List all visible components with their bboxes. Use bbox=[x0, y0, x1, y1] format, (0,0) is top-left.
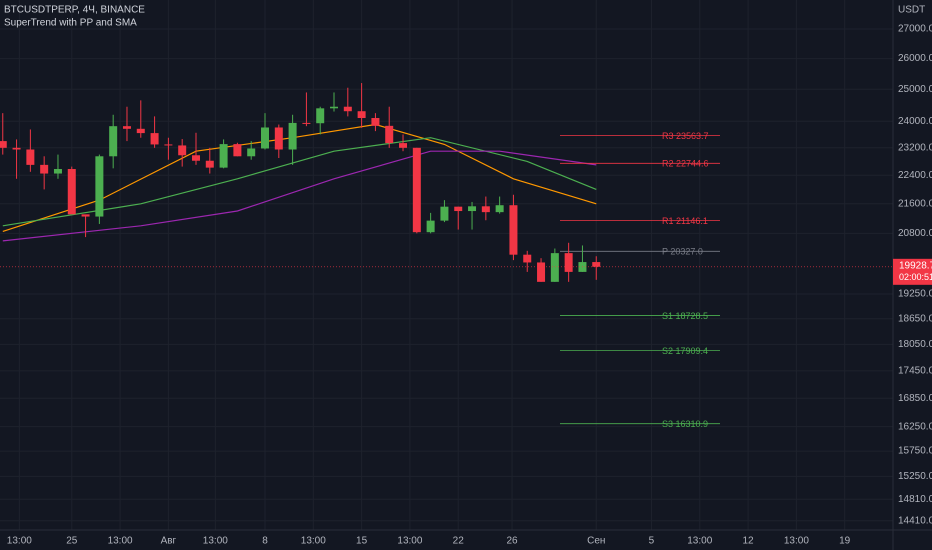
y-unit: USDT bbox=[898, 5, 925, 16]
x-tick-label: 13:00 bbox=[784, 536, 809, 547]
x-tick-label: 5 bbox=[649, 536, 655, 547]
y-tick-label: 23200.0 bbox=[898, 142, 932, 153]
candle-body bbox=[205, 160, 214, 168]
x-tick-label: 13:00 bbox=[108, 536, 133, 547]
candle-body bbox=[592, 262, 601, 267]
candle-body bbox=[261, 127, 270, 149]
pivot-label: R1 21146.1 bbox=[662, 216, 708, 226]
x-tick-label: 19 bbox=[839, 536, 851, 547]
candle-body bbox=[274, 127, 283, 150]
x-tick-label: 13:00 bbox=[687, 536, 712, 547]
pivot-label: S3 16310.9 bbox=[662, 419, 708, 429]
candle-body bbox=[136, 128, 145, 134]
pivot-label: P 20327.0 bbox=[662, 247, 703, 257]
x-tick-label: 25 bbox=[66, 536, 78, 547]
pivot-label: R2 22744.6 bbox=[662, 159, 709, 169]
candle-body bbox=[537, 262, 546, 282]
y-tick-label: 20800.0 bbox=[898, 228, 932, 239]
candle-body bbox=[233, 144, 242, 157]
candle-body bbox=[53, 169, 62, 174]
candle-body bbox=[95, 156, 104, 217]
candle-body bbox=[178, 145, 187, 156]
y-tick-label: 16250.0 bbox=[898, 421, 932, 432]
y-tick-label: 22400.0 bbox=[898, 170, 932, 181]
x-tick-label: Авг bbox=[161, 536, 177, 547]
candle-body bbox=[191, 155, 200, 161]
candle-body bbox=[150, 133, 159, 145]
candle-body bbox=[219, 144, 228, 168]
candle-body bbox=[399, 143, 408, 148]
candle-body bbox=[385, 125, 394, 144]
chart-title: BTCUSDTPERP, 4Ч, BINANCE bbox=[4, 5, 145, 16]
indicator-line bbox=[2, 150, 597, 242]
last-price-label: 19928.7 bbox=[899, 260, 932, 271]
candle-body bbox=[412, 147, 421, 233]
y-tick-label: 21600.0 bbox=[898, 198, 932, 209]
candle-body bbox=[109, 126, 118, 157]
candle-body bbox=[288, 122, 297, 150]
y-tick-label: 27000.0 bbox=[898, 24, 932, 35]
x-tick-label: 13:00 bbox=[397, 536, 422, 547]
y-tick-label: 15750.0 bbox=[898, 446, 932, 457]
candle-body bbox=[454, 206, 463, 212]
x-tick-label: 8 bbox=[262, 536, 268, 547]
indicator-line bbox=[2, 137, 597, 227]
candle-body bbox=[316, 108, 325, 124]
candle-body bbox=[164, 144, 173, 146]
pivot-label: S2 17909.4 bbox=[662, 346, 708, 356]
candle-body bbox=[371, 118, 380, 126]
candle-body bbox=[343, 106, 352, 112]
y-tick-label: 18650.0 bbox=[898, 313, 932, 324]
candle-body bbox=[550, 253, 559, 282]
candle-body bbox=[495, 205, 504, 213]
x-tick-label: 12 bbox=[743, 536, 755, 547]
candle-body bbox=[481, 206, 490, 213]
candle-body bbox=[302, 122, 311, 124]
plot: R3 23563.7 R2 22744.6 R1 21146.1 P 20327.0 S… bbox=[0, 83, 893, 429]
y-tick-label: 26000.0 bbox=[898, 53, 932, 64]
pivot-label: R3 23563.7 bbox=[662, 131, 709, 141]
candle-body bbox=[81, 214, 90, 217]
candle-body bbox=[122, 126, 131, 129]
last-price-box bbox=[893, 258, 932, 285]
candle-body bbox=[523, 254, 532, 263]
axes: 27000.0 26000.0 25000.0 24000.0 23200.0 22400… bbox=[7, 24, 932, 547]
candle-body bbox=[12, 147, 21, 150]
candle-body bbox=[247, 148, 256, 157]
candle-body bbox=[564, 253, 573, 272]
y-tick-label: 17450.0 bbox=[898, 365, 932, 376]
x-tick-label: 26 bbox=[506, 536, 518, 547]
y-tick-label: 25000.0 bbox=[898, 84, 932, 95]
y-tick-label: 24000.0 bbox=[898, 116, 932, 127]
x-tick-label: 13:00 bbox=[203, 536, 228, 547]
y-tick-label: 14410.0 bbox=[898, 515, 932, 526]
indicator-name: SuperTrend with PP and SMA bbox=[4, 18, 137, 29]
x-tick-label: 15 bbox=[356, 536, 368, 547]
candle-body bbox=[330, 106, 339, 109]
candle-body bbox=[426, 220, 435, 233]
candle-body bbox=[468, 206, 477, 212]
candle-body bbox=[26, 149, 35, 165]
candle-body bbox=[40, 164, 49, 174]
countdown-label: 02:00:51 bbox=[899, 272, 932, 282]
y-tick-label: 18050.0 bbox=[898, 339, 932, 350]
candle-body bbox=[0, 141, 7, 148]
x-tick-label: Сен bbox=[587, 536, 605, 547]
y-tick-label: 19250.0 bbox=[898, 289, 932, 300]
candle-body bbox=[67, 169, 76, 215]
pivot-label: S1 18728.5 bbox=[662, 311, 708, 321]
candle-body bbox=[509, 205, 518, 255]
candle-body bbox=[440, 206, 449, 221]
indicator-line bbox=[2, 123, 597, 232]
y-tick-label: 15250.0 bbox=[898, 471, 932, 482]
y-tick-label: 14810.0 bbox=[898, 494, 932, 505]
candle-body bbox=[357, 111, 366, 119]
x-tick-label: 13:00 bbox=[301, 536, 326, 547]
x-tick-label: 22 bbox=[453, 536, 465, 547]
x-tick-label: 13:00 bbox=[7, 536, 32, 547]
y-tick-label: 16850.0 bbox=[898, 393, 932, 404]
